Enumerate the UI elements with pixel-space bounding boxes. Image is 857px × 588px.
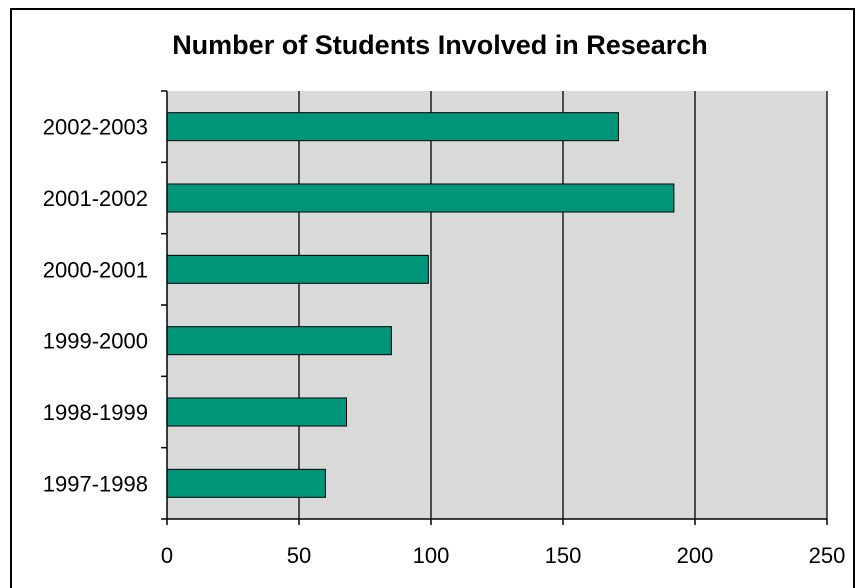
plot-area	[167, 91, 827, 519]
x-tick-label: 150	[545, 543, 582, 568]
bar	[166, 254, 429, 284]
x-tick-label: 50	[287, 543, 311, 568]
x-tick-labels: 0 50 100 150 200 250	[161, 543, 845, 568]
category-label: 2000-2001	[43, 257, 148, 282]
bar	[166, 112, 619, 142]
category-label: 1998-1999	[43, 400, 148, 425]
gridlines	[298, 91, 828, 519]
chart-title: Number of Students Involved in Research	[172, 30, 708, 60]
x-tick-label: 200	[677, 543, 714, 568]
bar	[166, 468, 326, 498]
category-label: 1997-1998	[43, 471, 148, 496]
chart-frame	[10, 8, 855, 588]
bar	[166, 397, 348, 427]
category-label: 2002-2003	[43, 115, 148, 140]
bar	[166, 183, 675, 213]
bars	[166, 112, 675, 498]
x-tick-label: 100	[413, 543, 450, 568]
bar	[166, 326, 392, 356]
axes	[161, 90, 828, 525]
category-label: 2001-2002	[43, 186, 148, 211]
x-tick-label: 0	[161, 543, 173, 568]
category-labels: 2002-2003 2001-2002 2000-2001 1999-2000 1998…	[43, 115, 148, 497]
category-label: 1999-2000	[43, 329, 148, 354]
x-tick-label: 250	[809, 543, 846, 568]
